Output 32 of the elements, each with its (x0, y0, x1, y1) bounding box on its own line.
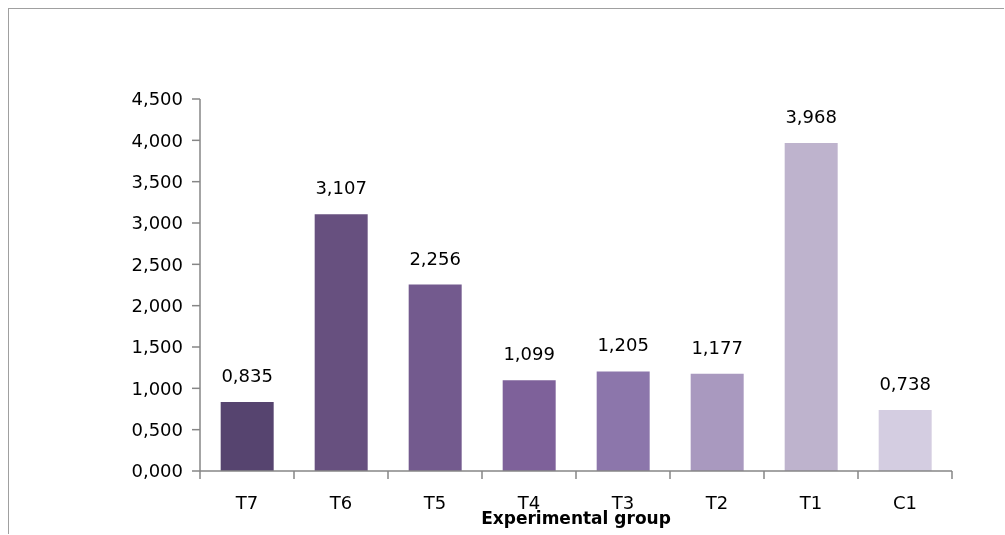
x-tick-label: T2 (704, 491, 729, 513)
bar (878, 409, 932, 471)
bar (408, 284, 462, 471)
x-tick-label: T5 (422, 491, 447, 513)
data-label: 2,256 (409, 247, 461, 269)
y-tick-label: 0,000 (131, 460, 183, 482)
bar (690, 373, 744, 471)
data-label: 1,099 (503, 343, 555, 365)
y-tick-label: 0,500 (131, 419, 183, 441)
data-label: 3,107 (315, 177, 367, 199)
y-tick-label: 4,000 (131, 129, 183, 151)
bar (784, 142, 838, 471)
data-label: 0,835 (221, 364, 273, 386)
y-tick-label: 2,000 (131, 295, 183, 317)
y-tick-label: 3,000 (131, 212, 183, 234)
y-tick-label: 3,500 (131, 171, 183, 193)
bar (220, 401, 274, 471)
x-tick-label: T6 (328, 491, 353, 513)
data-label: 3,968 (785, 105, 837, 127)
x-tick-label: T7 (234, 491, 259, 513)
bar (596, 371, 650, 471)
y-tick-label: 1,000 (131, 377, 183, 399)
data-label: 0,738 (879, 372, 931, 394)
y-tick-label: 2,500 (131, 253, 183, 275)
bar (314, 214, 368, 471)
data-label: 1,177 (691, 336, 743, 358)
bar (502, 380, 556, 471)
data-label: 1,205 (597, 334, 649, 356)
x-tick-label: C1 (892, 491, 918, 513)
y-tick-label: 1,500 (131, 336, 183, 358)
y-tick-label: 4,500 (131, 88, 183, 110)
x-tick-label: T1 (798, 491, 823, 513)
